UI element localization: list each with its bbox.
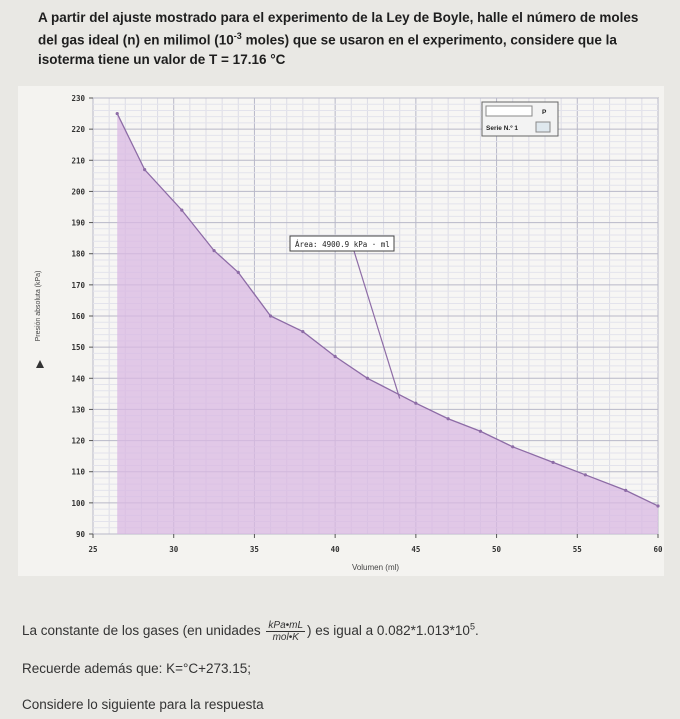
y-tick-label: 200 xyxy=(71,187,85,196)
data-point xyxy=(446,417,450,421)
question-part-1: A partir del ajuste mostrado para el exp… xyxy=(38,10,639,48)
y-tick-label: 180 xyxy=(71,250,85,259)
y-tick-label: 230 xyxy=(71,94,85,103)
legend-swatch xyxy=(535,121,551,133)
units-numerator: kPa•mL xyxy=(266,620,306,632)
data-point xyxy=(333,354,337,359)
data-point xyxy=(301,329,305,334)
y-tick-label: 160 xyxy=(71,312,85,321)
legend-header-field xyxy=(485,105,533,117)
units-denominator: mol•K xyxy=(272,632,299,643)
y-tick-label: 120 xyxy=(71,437,85,446)
area-fill xyxy=(117,113,658,535)
y-tick-label: 190 xyxy=(71,219,85,228)
data-point xyxy=(268,314,273,318)
x-tick-label: 35 xyxy=(250,545,259,554)
data-point xyxy=(414,401,418,405)
question-part-2: moles) que se usaron en el experimento, … xyxy=(38,32,617,67)
data-point xyxy=(180,208,184,212)
gas-constant-exponent: 5 xyxy=(469,621,475,632)
legend-label: Serie N.º 1 xyxy=(486,125,518,132)
data-point xyxy=(143,168,147,172)
x-tick-label: 55 xyxy=(573,545,582,554)
y-tick-label: 140 xyxy=(71,374,85,383)
annotation-text: Área: 4900.9 kPa · ml xyxy=(295,240,390,249)
units-fraction: kPa•mL mol•K xyxy=(266,620,306,643)
x-tick-label: 60 xyxy=(653,545,663,554)
y-tick-label: 110 xyxy=(71,468,85,477)
data-point xyxy=(478,429,483,433)
gas-constant-value: ) es igual a 0.082*1.013*10 xyxy=(307,623,470,639)
x-tick-label: 40 xyxy=(331,545,341,554)
data-point xyxy=(624,488,628,492)
reminder-line: Recuerde además que: K=°C+273.15; xyxy=(22,661,252,676)
gas-constant-prefix: La constante de los gases (en unidades xyxy=(22,623,265,639)
consider-line: Considere lo siguiente para la respuesta xyxy=(22,697,264,712)
x-axis-label: Volumen (ml) xyxy=(352,563,399,572)
boyle-chart: 230 220 210 200 190 180 170 160 150 140 130 120 110 1… xyxy=(18,86,664,576)
data-point xyxy=(236,270,240,274)
y-tick-label: 100 xyxy=(71,499,85,508)
y-axis-label: Presión absoluta (kPa) xyxy=(35,271,42,342)
question-exponent: -3 xyxy=(233,31,242,41)
annotation-leader xyxy=(353,250,401,399)
question-text: A partir del ajuste mostrado para el exp… xyxy=(38,8,658,69)
data-point xyxy=(551,460,555,464)
y-tick-label: 210 xyxy=(71,156,85,165)
data-point xyxy=(656,504,660,508)
y-tick-label: 130 xyxy=(71,405,85,414)
data-point xyxy=(212,249,216,253)
y-tick-label: 220 xyxy=(71,125,85,134)
y-tick-label: 170 xyxy=(71,281,85,290)
data-point xyxy=(115,111,119,116)
y-tick-label: 90 xyxy=(76,530,86,539)
gas-constant-line: La constante de los gases (en unidades k… xyxy=(22,620,479,643)
annotation-box xyxy=(289,235,395,252)
gas-constant-end: . xyxy=(474,623,479,639)
x-tick-label: 25 xyxy=(88,545,97,554)
chart-svg: 230 220 210 200 190 180 170 160 150 140 130 120 110 1… xyxy=(35,94,663,572)
data-point xyxy=(583,473,587,477)
x-tick-label: 50 xyxy=(492,545,502,554)
data-point xyxy=(365,376,370,380)
y-axis-marker-icon xyxy=(36,360,44,368)
x-tick-label: 45 xyxy=(411,545,420,554)
data-point xyxy=(511,445,515,449)
y-tick-label: 150 xyxy=(71,343,85,352)
legend-header: P xyxy=(542,109,547,116)
x-tick-label: 30 xyxy=(169,545,179,554)
